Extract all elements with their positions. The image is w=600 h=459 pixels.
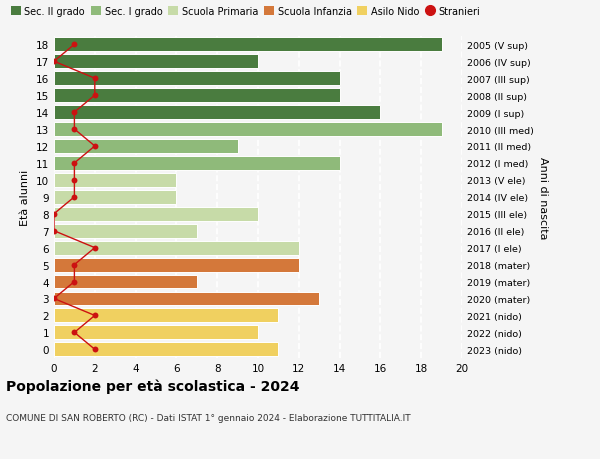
Point — [90, 92, 100, 100]
Bar — [54, 309, 278, 323]
Point — [90, 245, 100, 252]
Point — [90, 143, 100, 150]
Bar — [54, 123, 442, 137]
Bar — [54, 275, 197, 289]
Bar — [54, 292, 319, 306]
Bar — [54, 89, 340, 103]
Point — [70, 160, 79, 167]
Point — [49, 58, 59, 66]
Bar — [54, 326, 258, 340]
Point — [70, 126, 79, 134]
Point — [70, 109, 79, 117]
Bar — [54, 38, 442, 52]
Bar — [54, 106, 380, 120]
Text: COMUNE DI SAN ROBERTO (RC) - Dati ISTAT 1° gennaio 2024 - Elaborazione TUTTITALI: COMUNE DI SAN ROBERTO (RC) - Dati ISTAT … — [6, 413, 410, 422]
Bar — [54, 224, 197, 238]
Point — [70, 261, 79, 269]
Point — [90, 312, 100, 319]
Bar — [54, 72, 340, 86]
Point — [70, 278, 79, 285]
Bar — [54, 207, 258, 221]
Point — [70, 194, 79, 201]
Y-axis label: Età alunni: Età alunni — [20, 169, 31, 225]
Point — [90, 75, 100, 83]
Bar — [54, 342, 278, 357]
Bar — [54, 157, 340, 170]
Point — [70, 41, 79, 49]
Point — [49, 295, 59, 302]
Point — [70, 329, 79, 336]
Legend: Sec. II grado, Sec. I grado, Scuola Primaria, Scuola Infanzia, Asilo Nido, Stran: Sec. II grado, Sec. I grado, Scuola Prim… — [11, 7, 481, 17]
Point — [49, 228, 59, 235]
Bar — [54, 241, 299, 255]
Y-axis label: Anni di nascita: Anni di nascita — [538, 156, 548, 239]
Text: Popolazione per età scolastica - 2024: Popolazione per età scolastica - 2024 — [6, 379, 299, 393]
Bar — [54, 190, 176, 204]
Bar — [54, 140, 238, 154]
Bar — [54, 55, 258, 69]
Point — [49, 211, 59, 218]
Point — [70, 177, 79, 184]
Bar — [54, 258, 299, 272]
Point — [90, 346, 100, 353]
Bar — [54, 174, 176, 187]
